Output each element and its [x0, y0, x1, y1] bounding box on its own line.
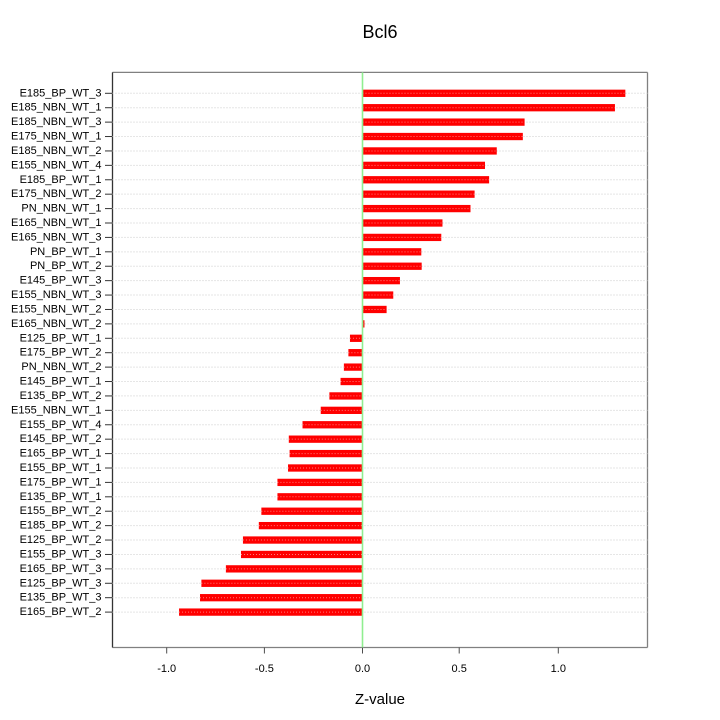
- svg-text:E165_NBN_WT_3: E165_NBN_WT_3: [11, 231, 102, 243]
- svg-text:E175_NBN_WT_1: E175_NBN_WT_1: [11, 131, 102, 143]
- svg-text:E145_BP_WT_2: E145_BP_WT_2: [20, 433, 102, 445]
- svg-text:E125_BP_WT_2: E125_BP_WT_2: [20, 534, 102, 546]
- svg-text:E155_NBN_WT_1: E155_NBN_WT_1: [11, 404, 102, 416]
- svg-text:E185_BP_WT_2: E185_BP_WT_2: [20, 520, 102, 532]
- svg-text:PN_BP_WT_1: PN_BP_WT_1: [30, 246, 102, 258]
- svg-text:E125_BP_WT_3: E125_BP_WT_3: [20, 577, 102, 589]
- svg-text:0.0: 0.0: [355, 663, 370, 675]
- svg-text:E145_BP_WT_1: E145_BP_WT_1: [20, 376, 102, 388]
- svg-text:E165_BP_WT_3: E165_BP_WT_3: [20, 563, 102, 575]
- svg-text:E155_BP_WT_4: E155_BP_WT_4: [20, 419, 102, 431]
- svg-text:E185_NBN_WT_3: E185_NBN_WT_3: [11, 116, 102, 128]
- svg-text:Bcl6: Bcl6: [362, 22, 397, 42]
- svg-text:E155_NBN_WT_2: E155_NBN_WT_2: [11, 303, 102, 315]
- svg-text:1.0: 1.0: [551, 663, 566, 675]
- svg-text:E125_BP_WT_1: E125_BP_WT_1: [20, 332, 102, 344]
- svg-text:E175_BP_WT_2: E175_BP_WT_2: [20, 347, 102, 359]
- svg-text:E135_BP_WT_2: E135_BP_WT_2: [20, 390, 102, 402]
- svg-text:PN_NBN_WT_2: PN_NBN_WT_2: [21, 361, 101, 373]
- svg-text:E175_NBN_WT_2: E175_NBN_WT_2: [11, 188, 102, 200]
- svg-text:E155_BP_WT_1: E155_BP_WT_1: [20, 462, 102, 474]
- svg-text:E155_NBN_WT_3: E155_NBN_WT_3: [11, 289, 102, 301]
- svg-text:-1.0: -1.0: [157, 663, 176, 675]
- svg-text:E165_BP_WT_2: E165_BP_WT_2: [20, 606, 102, 618]
- svg-text:Z-value: Z-value: [355, 691, 405, 708]
- svg-text:E165_NBN_WT_1: E165_NBN_WT_1: [11, 217, 102, 229]
- svg-text:PN_BP_WT_2: PN_BP_WT_2: [30, 260, 102, 272]
- svg-text:E175_BP_WT_1: E175_BP_WT_1: [20, 476, 102, 488]
- svg-text:E155_BP_WT_3: E155_BP_WT_3: [20, 548, 102, 560]
- svg-text:E165_BP_WT_1: E165_BP_WT_1: [20, 448, 102, 460]
- svg-text:E185_BP_WT_1: E185_BP_WT_1: [20, 174, 102, 186]
- svg-text:E185_NBN_WT_2: E185_NBN_WT_2: [11, 145, 102, 157]
- svg-text:E185_NBN_WT_1: E185_NBN_WT_1: [11, 102, 102, 114]
- svg-text:-0.5: -0.5: [255, 663, 274, 675]
- svg-text:PN_NBN_WT_1: PN_NBN_WT_1: [21, 203, 101, 215]
- svg-text:0.5: 0.5: [452, 663, 467, 675]
- svg-text:E165_NBN_WT_2: E165_NBN_WT_2: [11, 318, 102, 330]
- svg-text:E185_BP_WT_3: E185_BP_WT_3: [20, 87, 102, 99]
- svg-text:E145_BP_WT_3: E145_BP_WT_3: [20, 275, 102, 287]
- svg-text:E155_NBN_WT_4: E155_NBN_WT_4: [11, 159, 102, 171]
- svg-text:E155_BP_WT_2: E155_BP_WT_2: [20, 505, 102, 517]
- svg-text:E135_BP_WT_3: E135_BP_WT_3: [20, 592, 102, 604]
- svg-text:E135_BP_WT_1: E135_BP_WT_1: [20, 491, 102, 503]
